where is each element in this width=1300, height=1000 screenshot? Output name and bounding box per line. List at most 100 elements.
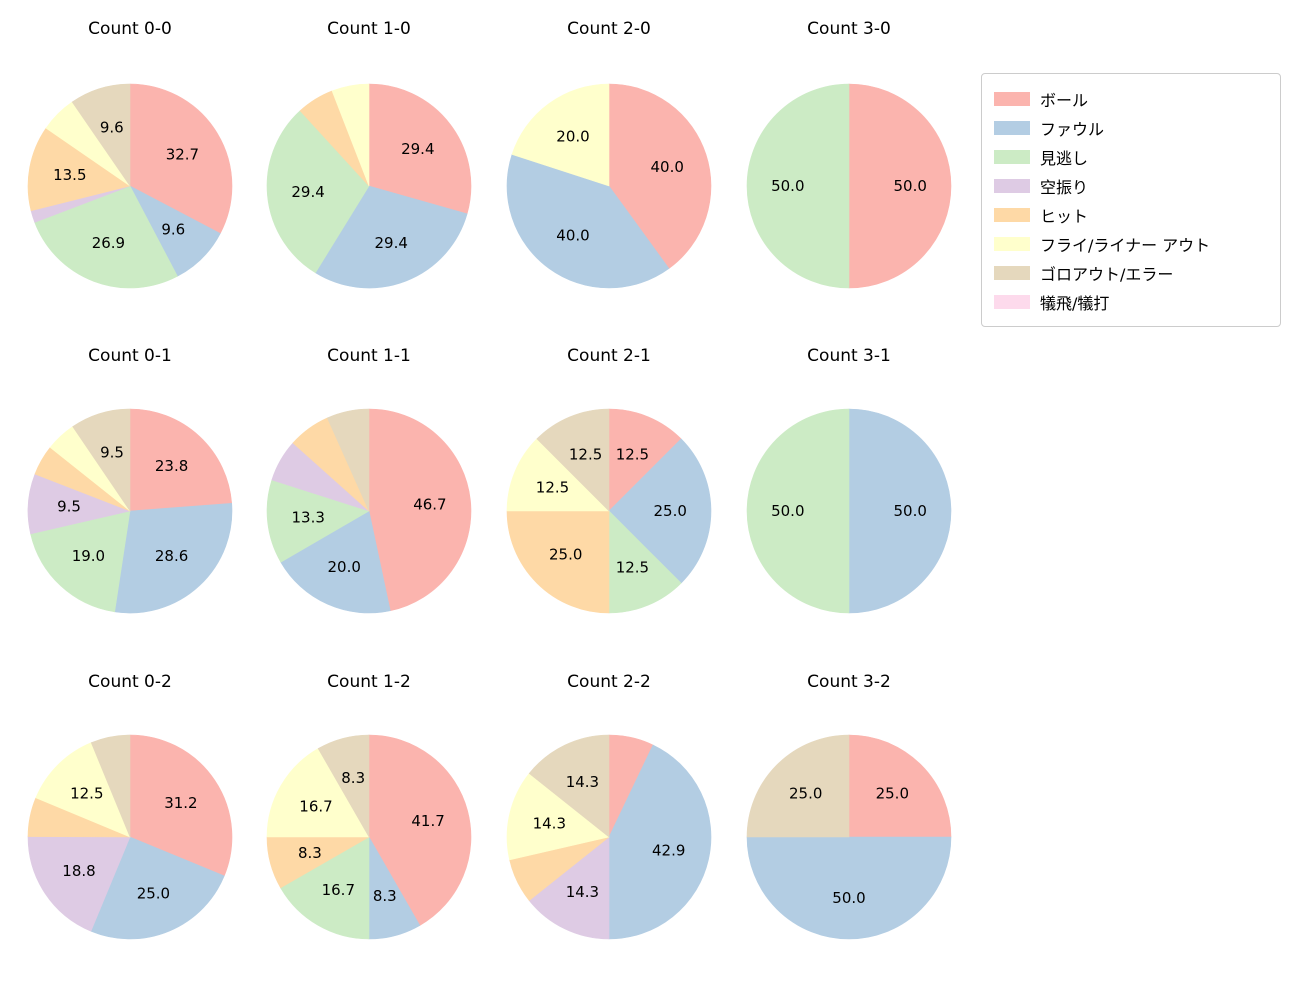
pie-slice-count-2-2 bbox=[506, 773, 610, 861]
legend-swatch-icon bbox=[994, 294, 1030, 309]
legend-swatch-icon bbox=[994, 120, 1030, 135]
pie-count-2-2: 42.9 14.3 14.3 14.3 bbox=[506, 734, 712, 940]
slice-value-label: 16.7 bbox=[322, 881, 355, 899]
pie-slice-count-3-0 bbox=[746, 83, 850, 289]
slice-value-label: 41.7 bbox=[411, 812, 444, 830]
pie-slice-count-2-1 bbox=[506, 438, 610, 512]
slice-value-label: 13.3 bbox=[291, 509, 324, 527]
legend-label: ゴロアウト/エラー bbox=[1040, 264, 1174, 284]
pie-slice-count-1-2 bbox=[280, 836, 370, 940]
legend-swatch-icon bbox=[994, 236, 1030, 251]
pie-slice-count-0-0 bbox=[27, 127, 131, 212]
pie-count-3-2: 25.0 50.0 25.0 bbox=[746, 734, 952, 940]
pie-slice-count-3-2 bbox=[848, 734, 952, 838]
legend-item: 犠飛/犠打 bbox=[994, 287, 1268, 316]
pie-slice-count-0-0 bbox=[71, 83, 131, 187]
pie-slice-count-1-1 bbox=[368, 408, 472, 612]
pie-slice-count-0-1 bbox=[114, 502, 233, 614]
legend-label: 空振り bbox=[1040, 177, 1089, 197]
pie-slice-count-3-2 bbox=[746, 734, 850, 838]
legend-label: 犠飛/犠打 bbox=[1040, 293, 1110, 313]
chart-title-count-2-0: Count 2-0 bbox=[567, 19, 651, 39]
slice-value-label: 46.7 bbox=[413, 496, 446, 514]
slice-value-label: 9.5 bbox=[57, 498, 81, 516]
pie-slice-count-1-0 bbox=[331, 83, 370, 187]
legend-label: 見逃し bbox=[1040, 148, 1089, 168]
chart-title-count-3-0: Count 3-0 bbox=[807, 19, 891, 39]
pie-slice-count-2-0 bbox=[506, 154, 670, 289]
pie-count-0-1: 23.8 28.6 19.0 9.5 9.5 bbox=[27, 408, 233, 614]
pie-slice-count-2-0 bbox=[511, 83, 610, 187]
pie-slice-count-2-2 bbox=[608, 744, 712, 940]
pie-slice-count-2-1 bbox=[536, 408, 610, 512]
pie-slice-count-2-2 bbox=[528, 734, 610, 838]
pie-count-0-2: 31.2 25.0 18.8 12.5 bbox=[27, 734, 233, 940]
pie-count-3-1: 50.0 50.0 bbox=[746, 408, 952, 614]
slice-value-label: 20.0 bbox=[556, 128, 589, 146]
slice-value-label: 29.4 bbox=[291, 183, 324, 201]
pie-slice-count-3-1 bbox=[746, 408, 850, 614]
slice-value-label: 50.0 bbox=[893, 502, 926, 520]
slice-value-label: 12.5 bbox=[569, 446, 602, 464]
legend-item: フライ/ライナー アウト bbox=[994, 229, 1268, 258]
chart-title-count-1-2: Count 1-2 bbox=[327, 672, 411, 692]
legend-item: ファウル bbox=[994, 113, 1268, 142]
slice-value-label: 16.7 bbox=[299, 797, 332, 815]
pie-slice-count-0-2 bbox=[90, 734, 131, 838]
slice-value-label: 23.8 bbox=[155, 457, 188, 475]
pie-slice-count-1-1 bbox=[280, 510, 391, 614]
slice-value-label: 40.0 bbox=[556, 227, 589, 245]
slice-value-label: 14.3 bbox=[566, 883, 599, 901]
pie-slice-count-1-2 bbox=[266, 748, 370, 838]
pie-slice-count-2-1 bbox=[608, 510, 682, 614]
slice-value-label: 14.3 bbox=[533, 815, 566, 833]
pie-count-0-0: 32.7 9.6 26.9 13.5 9.6 bbox=[27, 83, 233, 289]
pie-slice-count-1-1 bbox=[326, 408, 370, 512]
slice-value-label: 18.8 bbox=[62, 862, 95, 880]
pie-slice-count-2-1 bbox=[506, 510, 610, 614]
pie-slice-count-0-1 bbox=[30, 510, 131, 613]
slice-value-label: 25.0 bbox=[549, 545, 582, 563]
chart-title-count-1-1: Count 1-1 bbox=[327, 346, 411, 366]
slice-value-label: 25.0 bbox=[789, 785, 822, 803]
legend-label: フライ/ライナー アウト bbox=[1040, 235, 1211, 255]
pie-count-1-1: 46.7 20.0 13.3 bbox=[266, 408, 472, 614]
pie-count-1-2: 41.7 8.3 16.7 8.3 16.7 8.3 bbox=[266, 734, 472, 940]
slice-value-label: 12.5 bbox=[616, 446, 649, 464]
slice-value-label: 29.4 bbox=[374, 234, 407, 252]
pie-slice-count-2-1 bbox=[608, 408, 682, 512]
pie-count-2-1: 12.525.012.525.012.512.5 bbox=[506, 408, 712, 614]
pie-count-1-0: 29.4 29.4 29.4 bbox=[266, 83, 472, 289]
legend-swatch-icon bbox=[994, 265, 1030, 280]
pie-slice-count-0-0 bbox=[34, 185, 178, 289]
legend-label: ヒット bbox=[1040, 206, 1089, 226]
chart-title-count-0-2: Count 0-2 bbox=[88, 672, 172, 692]
pie-slice-count-1-1 bbox=[266, 479, 370, 563]
pie-slice-count-0-0 bbox=[129, 83, 233, 234]
slice-value-label: 25.0 bbox=[137, 885, 170, 903]
pie-slice-count-0-1 bbox=[72, 408, 131, 512]
slice-value-label: 25.0 bbox=[653, 502, 686, 520]
slice-value-label: 25.0 bbox=[876, 785, 909, 803]
slice-value-label: 31.2 bbox=[164, 794, 197, 812]
chart-title-count-2-1: Count 2-1 bbox=[567, 346, 651, 366]
pie-count-2-0: 40.0 40.0 20.0 bbox=[506, 83, 712, 289]
pie-slice-count-1-2 bbox=[368, 734, 472, 926]
chart-title-count-2-2: Count 2-2 bbox=[567, 672, 651, 692]
slice-value-label: 8.3 bbox=[298, 844, 322, 862]
legend-label: ファウル bbox=[1040, 119, 1105, 139]
pie-slice-count-1-2 bbox=[317, 734, 370, 839]
slice-value-label: 19.0 bbox=[72, 547, 105, 565]
slice-value-label: 50.0 bbox=[771, 177, 804, 195]
slice-value-label: 40.0 bbox=[650, 158, 683, 176]
slice-value-label: 32.7 bbox=[166, 145, 199, 163]
pie-slice-count-0-1 bbox=[129, 408, 233, 512]
slice-value-label: 26.9 bbox=[92, 234, 125, 252]
chart-title-count-3-2: Count 3-2 bbox=[807, 672, 891, 692]
pie-slice-count-1-0 bbox=[368, 83, 472, 215]
pie-slice-count-1-0 bbox=[266, 110, 370, 274]
slice-value-label: 8.3 bbox=[341, 769, 365, 787]
slice-value-label: 9.6 bbox=[161, 220, 185, 238]
pie-slice-count-2-2 bbox=[528, 836, 610, 940]
